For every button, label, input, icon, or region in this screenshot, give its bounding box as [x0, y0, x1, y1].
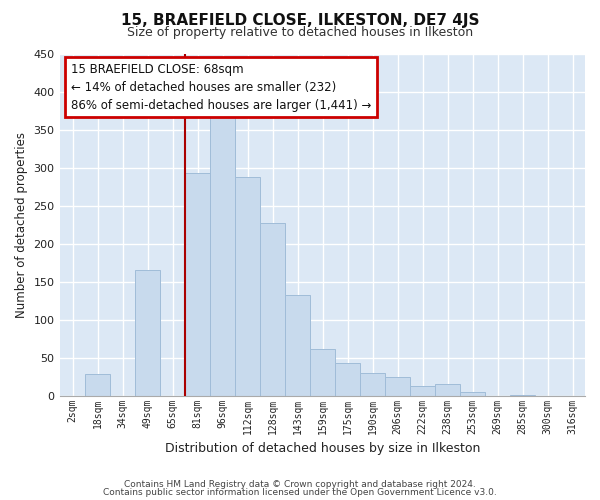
Text: Contains public sector information licensed under the Open Government Licence v3: Contains public sector information licen…: [103, 488, 497, 497]
Bar: [385, 378, 410, 396]
Text: Size of property relative to detached houses in Ilkeston: Size of property relative to detached ho…: [127, 26, 473, 39]
Bar: [85, 374, 110, 396]
Text: Contains HM Land Registry data © Crown copyright and database right 2024.: Contains HM Land Registry data © Crown c…: [124, 480, 476, 489]
Bar: [210, 114, 235, 396]
Bar: [510, 395, 535, 396]
Bar: [185, 173, 210, 396]
Bar: [410, 386, 435, 396]
Bar: [135, 270, 160, 396]
Bar: [285, 294, 310, 396]
Text: 15, BRAEFIELD CLOSE, ILKESTON, DE7 4JS: 15, BRAEFIELD CLOSE, ILKESTON, DE7 4JS: [121, 12, 479, 28]
Bar: [460, 392, 485, 396]
Bar: [360, 373, 385, 396]
X-axis label: Distribution of detached houses by size in Ilkeston: Distribution of detached houses by size …: [165, 442, 481, 455]
Y-axis label: Number of detached properties: Number of detached properties: [15, 132, 28, 318]
Bar: [435, 384, 460, 396]
Text: 15 BRAEFIELD CLOSE: 68sqm
← 14% of detached houses are smaller (232)
86% of semi: 15 BRAEFIELD CLOSE: 68sqm ← 14% of detac…: [71, 62, 371, 112]
Bar: [310, 348, 335, 396]
Bar: [335, 363, 360, 396]
Bar: [235, 177, 260, 396]
Bar: [260, 222, 285, 396]
